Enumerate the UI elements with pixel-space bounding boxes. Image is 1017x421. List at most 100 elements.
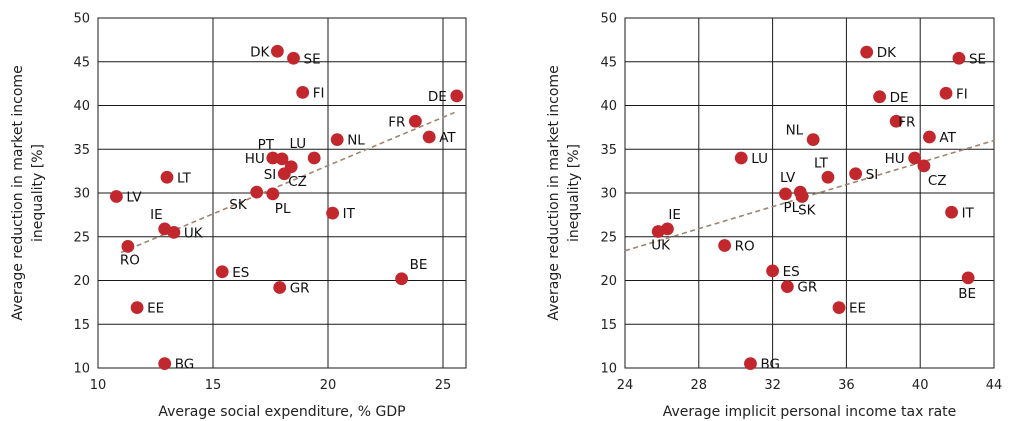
point-label-ee: EE (147, 301, 164, 317)
x-tick-label: 10 (90, 378, 107, 393)
y-axis-label-line-2: inequality [%] (566, 144, 582, 242)
point-label-fi: FI (956, 86, 968, 102)
point-label-fi: FI (313, 85, 325, 101)
data-point-ro (718, 239, 732, 252)
x-tick-label: 25 (435, 378, 452, 393)
point-label-ee: EE (849, 301, 866, 317)
point-label-uk: UK (651, 238, 671, 254)
data-point-nl (330, 133, 344, 147)
point-label-sk: SK (229, 197, 248, 213)
data-point-at (422, 130, 436, 144)
x-tick-label: 15 (205, 378, 222, 393)
data-point-si (277, 167, 291, 181)
data-point-gr (273, 281, 287, 294)
point-label-lt: LT (814, 155, 829, 171)
point-label-at: AT (439, 130, 456, 146)
data-point-hu (908, 151, 922, 165)
data-point-fr (889, 114, 903, 128)
data-point-nl (806, 133, 820, 147)
y-tick-label: 10 (600, 362, 617, 377)
data-point-at (923, 130, 936, 144)
point-label-it: IT (343, 206, 356, 222)
y-tick-label: 15 (73, 318, 90, 333)
data-point-ro (121, 239, 135, 253)
data-point-lt (821, 170, 835, 184)
y-tick-label: 45 (73, 55, 90, 70)
point-label-dk: DK (877, 45, 897, 61)
point-label-es: ES (232, 265, 249, 281)
y-tick-label: 50 (73, 12, 90, 27)
point-label-dk: DK (250, 44, 270, 60)
point-label-lv: LV (126, 190, 142, 206)
point-label-ro: RO (120, 252, 140, 268)
data-point-it (326, 206, 339, 220)
point-label-ro: RO (735, 239, 755, 255)
point-label-gr: GR (797, 280, 817, 296)
point-label-cz: CZ (288, 174, 307, 190)
data-point-cz (917, 159, 931, 173)
data-point-sk (250, 185, 264, 199)
y-tick-label: 35 (600, 143, 617, 158)
point-label-hu: HU (245, 151, 265, 167)
point-label-be: BE (410, 257, 428, 273)
point-label-sk: SK (798, 203, 817, 219)
y-tick-label: 20 (600, 274, 617, 289)
x-tick-label: 32 (764, 378, 781, 393)
y-axis-label-line-1: Average reduction in market income (546, 65, 562, 320)
data-point-be (395, 272, 408, 286)
point-label-pl: PL (784, 200, 800, 216)
point-label-bg: BG (175, 357, 195, 373)
chart-implicit-tax-rate: 24 28 32 36 40 44 10 15 20 25 30 35 40 45 50 Average im… (546, 12, 1002, 421)
point-label-bg: BG (760, 357, 780, 373)
data-point-se (287, 51, 300, 65)
point-label-se: SE (969, 51, 986, 67)
data-point-es (215, 265, 229, 279)
x-tick-label: 20 (320, 378, 337, 393)
point-label-ie: IE (668, 207, 681, 223)
data-point-lu (307, 151, 321, 165)
point-label-si: SI (264, 167, 277, 183)
data-point-bg (744, 357, 757, 371)
data-point-fi (939, 86, 953, 100)
data-point-pl (266, 187, 280, 201)
point-label-lu: LU (751, 151, 768, 167)
y-axis-label: Average reduction in market income inequa… (546, 65, 582, 320)
point-label-at: AT (939, 130, 956, 146)
data-point-ee (130, 301, 144, 315)
data-point-fi (296, 85, 310, 99)
point-label-es: ES (783, 264, 800, 280)
point-label-lu: LU (289, 136, 306, 152)
point-label-si: SI (866, 167, 879, 183)
data-point-si (849, 167, 863, 181)
data-point-ee (832, 301, 846, 315)
data-point-it (945, 205, 958, 219)
x-tick-label: 36 (838, 378, 855, 393)
y-tick-label: 10 (73, 362, 90, 377)
y-tick-label: 40 (73, 99, 90, 114)
y-tick-label: 25 (73, 230, 90, 245)
y-axis-label-line-2: inequality [%] (30, 144, 46, 242)
y-tick-label: 25 (600, 230, 617, 245)
y-tick-label: 20 (73, 274, 90, 289)
data-point-pl (779, 187, 792, 201)
chart-social-expenditure: 10 15 20 25 10 15 20 25 30 35 40 45 50 Average social… (10, 12, 467, 420)
point-label-lv: LV (780, 170, 796, 186)
x-tick-label: 44 (986, 378, 1003, 393)
y-tick-label: 40 (600, 99, 617, 114)
x-tick-label: 28 (691, 378, 708, 393)
point-label-se: SE (304, 51, 321, 67)
point-label-fr: FR (388, 114, 405, 130)
data-point-gr (780, 280, 794, 294)
point-label-de: DE (890, 90, 909, 106)
y-axis-label: Average reduction in market income inequa… (10, 65, 46, 320)
point-label-nl: NL (786, 123, 804, 139)
data-point-pt (275, 152, 289, 166)
y-tick-label: 30 (600, 187, 617, 202)
y-tick-label: 15 (600, 318, 617, 333)
point-label-nl: NL (347, 133, 365, 149)
data-point-uk (651, 225, 665, 238)
x-tick-label: 40 (912, 378, 929, 393)
data-point-lv (110, 190, 123, 203)
data-point-se (952, 51, 966, 65)
